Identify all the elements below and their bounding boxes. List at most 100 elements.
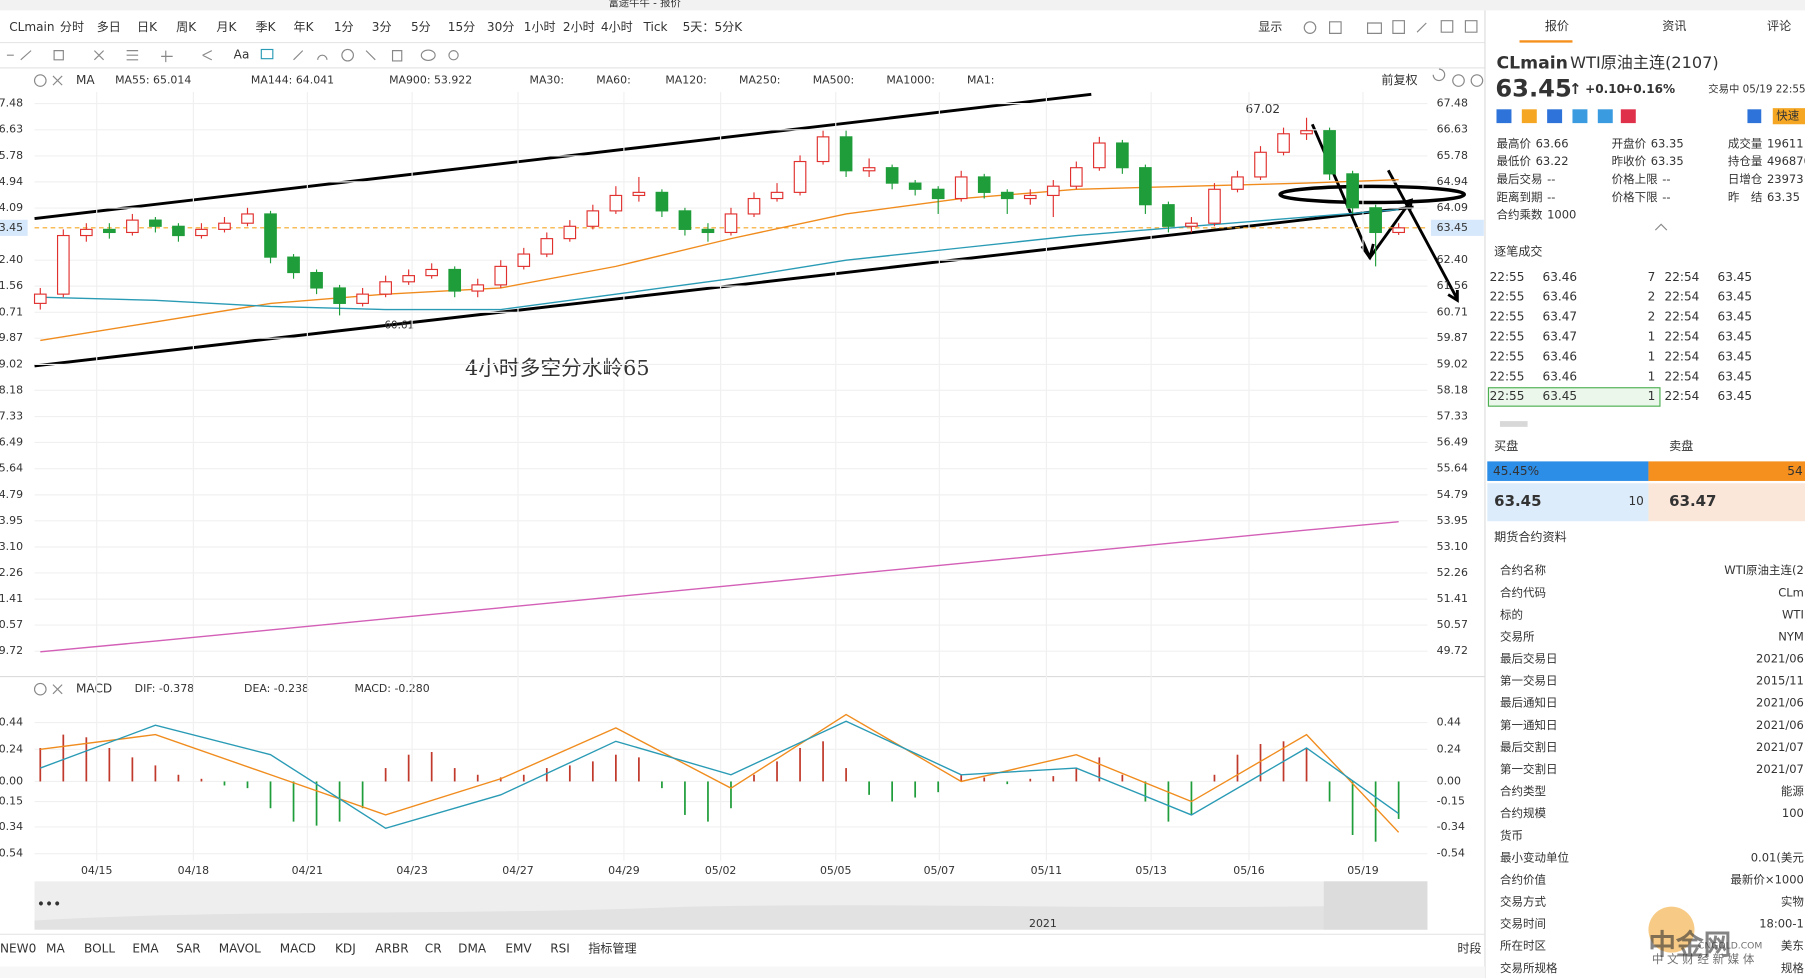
candle-body: [80, 228, 93, 237]
candle-body: [839, 136, 853, 172]
price-tick-label: 60.71: [0, 305, 23, 318]
indicator-tab[interactable]: EMA: [132, 942, 159, 956]
watermark-logo: [1648, 906, 1695, 953]
period-tab[interactable]: 多日: [97, 20, 121, 34]
candle-body: [1277, 133, 1290, 153]
contract-value: NYM: [1778, 629, 1804, 643]
indicator-tab[interactable]: ARBR: [375, 942, 409, 956]
candle-body: [126, 219, 139, 234]
candle-body: [586, 210, 600, 227]
period-tab[interactable]: 5天：5分K: [683, 20, 744, 34]
indicator-tab[interactable]: KDJ: [335, 942, 356, 956]
indicator-tab[interactable]: NEW0: [0, 942, 36, 956]
panel-tab[interactable]: 报价: [1545, 18, 1569, 33]
candle-body: [1069, 167, 1083, 187]
date-label: 04/23: [396, 864, 428, 877]
ma-legend: MA1000:: [886, 74, 934, 87]
period-tab[interactable]: 分时: [60, 20, 84, 34]
macd-tick-label: -0.54: [1437, 847, 1465, 860]
list-scroll[interactable]: [1499, 421, 1528, 427]
price-tag: [1430, 219, 1484, 236]
quote-change: +0.10: [1585, 82, 1625, 96]
macd-name[interactable]: MACD: [76, 682, 112, 696]
period-tab[interactable]: 15分: [448, 20, 475, 34]
period-tab[interactable]: 季K: [256, 20, 277, 34]
indicator-tab[interactable]: 指标管理: [588, 941, 636, 956]
ask-pct: 54: [1787, 464, 1802, 478]
panel-tab[interactable]: 资讯: [1662, 19, 1686, 33]
scroll-thumb[interactable]: [1323, 881, 1428, 930]
indicator-tab[interactable]: MA: [46, 942, 65, 956]
period-tab[interactable]: 月K: [216, 20, 237, 34]
indicator-tab[interactable]: BOLL: [84, 942, 115, 956]
ask-title: 卖盘: [1669, 438, 1693, 453]
period-tab[interactable]: 3分: [372, 20, 392, 34]
trade-cell: 22:54: [1665, 290, 1700, 304]
price-tick-label: 67.48: [1437, 97, 1468, 110]
trade-cell: 7: [1648, 270, 1656, 284]
price-tick-label: 64.94: [0, 175, 23, 188]
ma-legend: MA120:: [665, 74, 706, 87]
macd-tick-label: 0.24: [1437, 742, 1461, 755]
collapse-chevron[interactable]: [1654, 223, 1668, 231]
period-tab[interactable]: 4小时: [601, 20, 633, 34]
ellipse-mark: [1278, 184, 1466, 205]
indicator-name[interactable]: MA: [76, 73, 95, 87]
indicator-tab[interactable]: DMA: [458, 942, 487, 956]
period-tab[interactable]: Tick: [642, 20, 667, 34]
contract-value: 2021/07: [1756, 740, 1804, 754]
icon[interactable]: [1620, 109, 1636, 124]
stat-label: 开盘价: [1612, 136, 1647, 150]
indicator-tab[interactable]: MACD: [280, 942, 316, 956]
adjust-mode[interactable]: 前复权: [1381, 72, 1417, 87]
symbol-tab[interactable]: CLmain: [9, 20, 54, 34]
period-tab[interactable]: 1分: [334, 20, 354, 34]
period-tab[interactable]: 1小时: [524, 20, 556, 34]
period-tab[interactable]: 周K: [176, 20, 197, 34]
indicator-tab[interactable]: SAR: [176, 942, 201, 956]
quick-button[interactable]: [1772, 108, 1805, 125]
display-menu[interactable]: 显示: [1258, 20, 1282, 34]
quick-label[interactable]: 快速: [1776, 109, 1800, 123]
icon[interactable]: [1521, 109, 1537, 124]
price-tick-label: 54.79: [0, 488, 23, 501]
indicator-tab[interactable]: MAVOL: [219, 942, 261, 956]
scroll-handle[interactable]: •••: [37, 896, 61, 912]
candle-body: [1023, 194, 1037, 200]
indicator-tab[interactable]: RSI: [550, 942, 570, 956]
panel-tab[interactable]: 评论: [1767, 19, 1791, 33]
dif-line: [40, 713, 1400, 833]
period-tab[interactable]: 日K: [137, 20, 158, 34]
icon[interactable]: [1597, 109, 1613, 124]
icon[interactable]: [1496, 109, 1512, 124]
period-tab[interactable]: 2小时: [563, 20, 595, 34]
icon[interactable]: [1547, 109, 1563, 124]
trade-cell: 22:55: [1490, 369, 1525, 383]
price-tick-label: 57.33: [1437, 410, 1468, 423]
candle-body: [1369, 207, 1382, 234]
period-tab[interactable]: 5分: [411, 20, 431, 34]
candle-body: [1139, 167, 1152, 206]
stat-value: --: [1547, 172, 1555, 186]
candle-body: [264, 213, 277, 258]
candle-body: [954, 176, 968, 200]
candle-body: [379, 281, 392, 295]
period-tab[interactable]: 30分: [487, 20, 514, 34]
text-tool[interactable]: Aa: [234, 48, 250, 62]
period-tab[interactable]: 年K: [294, 20, 315, 34]
icon[interactable]: [1747, 109, 1762, 124]
stat-value: 63.35: [1651, 136, 1684, 150]
price-tick-label: 51.41: [1437, 592, 1468, 605]
icon[interactable]: [1572, 109, 1588, 124]
trade-cell: 22:54: [1665, 349, 1700, 363]
contract-label: 交易所规格: [1500, 961, 1558, 975]
price-tick-label: 56.49: [1437, 435, 1468, 448]
indicator-tab[interactable]: EMV: [505, 942, 532, 956]
quote-symbol: CLmain: [1496, 53, 1567, 73]
date-label: 05/19: [1347, 864, 1379, 877]
range-tab[interactable]: 时段: [1457, 941, 1481, 956]
stat-value: 496870: [1767, 154, 1805, 168]
indicator-tab[interactable]: CR: [425, 942, 442, 956]
quote-status: 交易中 05/19 22:55: [1708, 83, 1805, 96]
